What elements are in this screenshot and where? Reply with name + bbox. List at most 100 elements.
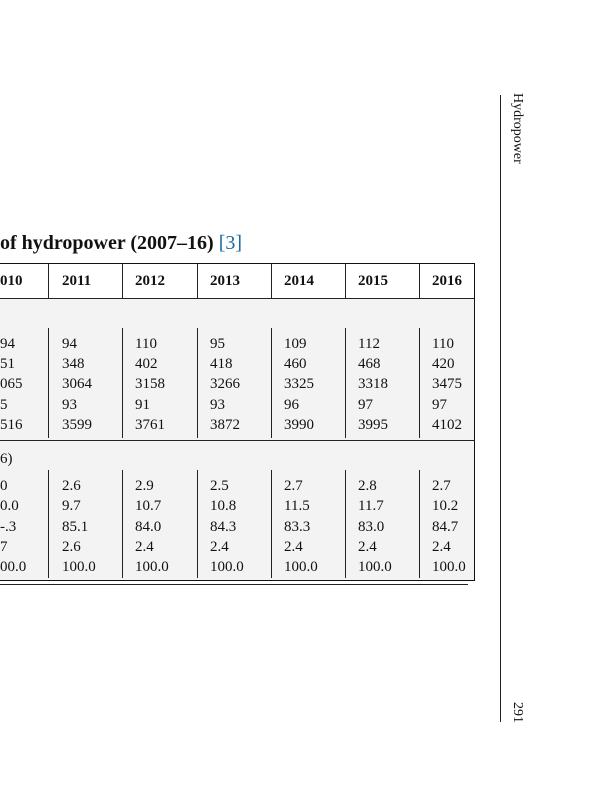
cell: 84.3 <box>210 518 237 535</box>
cell: 3325 <box>284 376 314 393</box>
cell: 100.0 <box>358 559 392 576</box>
cell: 3318 <box>358 376 388 393</box>
cell: 84.7 <box>432 518 459 535</box>
column-rule <box>122 264 123 298</box>
column-header: 2016 <box>432 273 462 289</box>
cell: -.3 <box>0 518 17 535</box>
column-rule <box>48 470 49 578</box>
column-rule <box>197 470 198 578</box>
cell: 100.0 <box>432 559 466 576</box>
cell: 96 <box>284 396 299 413</box>
column-header: 2015 <box>358 273 388 289</box>
cell: 110 <box>135 336 157 352</box>
column-rule <box>345 328 346 438</box>
cell: 2.4 <box>210 538 229 555</box>
column-rule <box>345 470 346 578</box>
cell: 100.0 <box>284 559 318 576</box>
column-rule <box>197 264 198 298</box>
cell: 460 <box>284 356 307 373</box>
cell: 94 <box>62 336 77 352</box>
cell: 4102 <box>432 416 462 433</box>
cell: 2.6 <box>62 538 81 555</box>
cell: 95 <box>210 336 225 352</box>
column-rule <box>122 328 123 438</box>
cell: 420 <box>432 356 455 373</box>
cell: 2.4 <box>432 538 451 555</box>
cell: 91 <box>135 396 150 413</box>
column-rule <box>48 328 49 438</box>
cell: 418 <box>210 356 233 373</box>
cell: 2.6 <box>62 478 81 494</box>
cell: 85.1 <box>62 518 89 535</box>
cell: 2.5 <box>210 478 229 494</box>
cell: 97 <box>358 396 373 413</box>
cell: 3475 <box>432 376 462 393</box>
column-header: 2012 <box>135 273 165 289</box>
cell: 065 <box>0 376 23 393</box>
cell: 9.7 <box>62 498 81 515</box>
cell: 516 <box>0 416 23 433</box>
cell: 100.0 <box>62 559 96 576</box>
column-rule <box>345 264 346 298</box>
cell: 100.0 <box>135 559 169 576</box>
bottom-rule <box>0 584 468 585</box>
cell: 2.8 <box>358 478 377 494</box>
column-rule <box>419 328 420 438</box>
column-rule <box>271 264 272 298</box>
table-title: of hydropower (2007–16) [3] <box>0 232 242 255</box>
cell: 2.9 <box>135 478 154 494</box>
cell: 3761 <box>135 416 165 433</box>
column-rule <box>271 470 272 578</box>
column-rule <box>419 264 420 298</box>
cell: 10.8 <box>210 498 237 515</box>
cell: 3872 <box>210 416 240 433</box>
column-header: 010 <box>0 273 23 289</box>
title-text: of hydropower (2007–16) <box>0 232 214 254</box>
cell: 2.7 <box>284 478 303 494</box>
column-rule <box>271 328 272 438</box>
cell: 84.0 <box>135 518 162 535</box>
cell: 10.2 <box>432 498 459 515</box>
column-header: 2014 <box>284 273 314 289</box>
cell: 3995 <box>358 416 388 433</box>
cell: 00.0 <box>0 559 27 576</box>
section-label: 6) <box>0 451 13 467</box>
cell: 3158 <box>135 376 165 393</box>
cell: 402 <box>135 356 158 373</box>
cell: 2.7 <box>432 478 451 494</box>
cell: 93 <box>210 396 225 413</box>
table-box <box>0 263 475 581</box>
cell: 83.3 <box>284 518 311 535</box>
cell: 3064 <box>62 376 92 393</box>
cell: 10.7 <box>135 498 162 515</box>
cell: 109 <box>284 336 307 352</box>
cell: 2.4 <box>284 538 303 555</box>
cell: 51 <box>0 356 15 373</box>
cell: 3266 <box>210 376 240 393</box>
cell: 348 <box>62 356 85 373</box>
column-rule <box>197 328 198 438</box>
column-rule <box>122 470 123 578</box>
cell: 112 <box>358 336 380 352</box>
cell: 97 <box>432 396 447 413</box>
cell: 110 <box>432 336 454 352</box>
cell: 2.4 <box>135 538 154 555</box>
cell: 94 <box>0 336 15 352</box>
column-rule <box>419 470 420 578</box>
cell: 3599 <box>62 416 92 433</box>
running-head: Hydropower <box>510 93 525 164</box>
cell: 11.5 <box>284 498 310 515</box>
cell: 100.0 <box>210 559 244 576</box>
cell: 0 <box>0 478 8 494</box>
header-row <box>0 264 474 298</box>
cell: 93 <box>62 396 77 413</box>
column-header: 2013 <box>210 273 240 289</box>
cell: 3990 <box>284 416 314 433</box>
section-rule <box>0 440 474 441</box>
cell: 83.0 <box>358 518 385 535</box>
header-rule <box>0 298 474 299</box>
cell: 5 <box>0 396 8 413</box>
cell: 11.7 <box>358 498 384 515</box>
title-ref[interactable]: [3] <box>218 232 243 254</box>
